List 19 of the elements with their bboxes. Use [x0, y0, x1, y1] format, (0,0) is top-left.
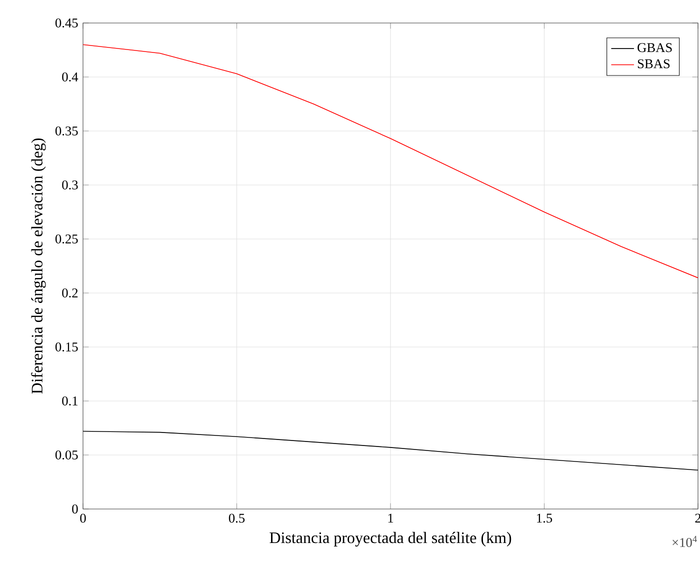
y-tick-label: 0.3: [62, 180, 78, 190]
y-tick-label: 0.45: [55, 18, 78, 28]
text: ×10$^{4}$: [672, 536, 697, 548]
y-tick-label: 0.25: [55, 234, 78, 244]
x-tick-label: 0: [80, 514, 86, 523]
legend-label: GBAS: [638, 43, 672, 52]
x-tick-label: 0.5: [228, 514, 245, 523]
x-axis-title: Distancia proyectada del satélite (km): [270, 532, 512, 546]
y-tick-label: 0.05: [55, 450, 78, 460]
y-tick-label: 0.15: [55, 342, 78, 352]
y-tick-label: 0.35: [55, 126, 78, 136]
legend-label: SBAS: [638, 59, 670, 68]
y-tick-label: 0.1: [62, 396, 78, 406]
y-tick-label: 0.2: [62, 288, 78, 298]
x-tick-label: 1.5: [537, 514, 552, 523]
y-axis-title: Diferencia de ángulo de elevación (deg): [31, 138, 46, 394]
y-tick-label: 0: [72, 504, 78, 514]
y-tick-label: 0.4: [62, 72, 78, 82]
x-tick-label: 1: [388, 514, 394, 522]
